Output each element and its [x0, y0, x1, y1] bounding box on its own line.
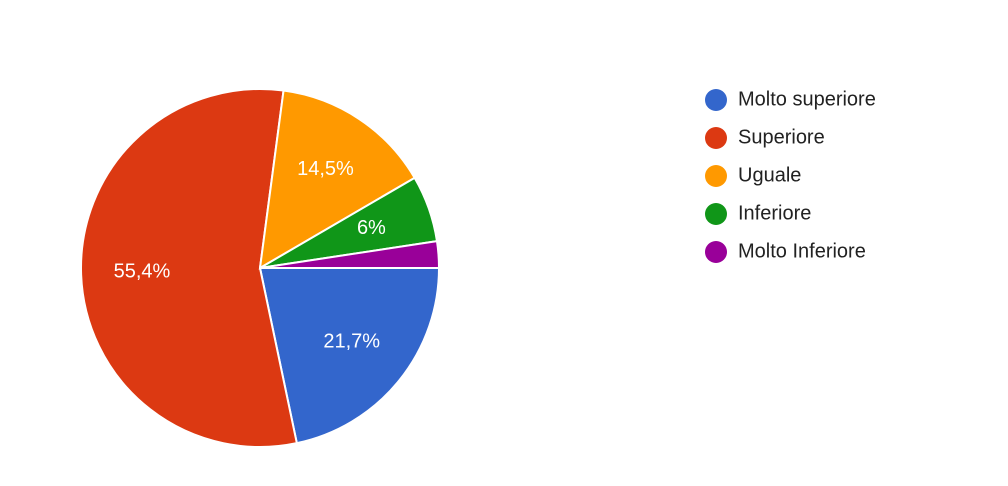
pie-slice [258, 267, 441, 445]
legend-swatch [705, 165, 727, 187]
legend-swatch [705, 127, 727, 149]
legend-label: Molto superiore [738, 88, 876, 110]
pie-slice [259, 239, 441, 269]
legend-swatch [705, 241, 727, 263]
legend-label: Molto Inferiore [738, 240, 866, 262]
slice-label: 21,7% [323, 331, 380, 353]
slice-label: 6% [357, 217, 386, 239]
legend-label: Inferiore [738, 202, 811, 224]
pie-slice [80, 88, 299, 448]
slice-label: 14,5% [297, 158, 354, 180]
pie-slice [258, 89, 417, 270]
legend-label: Superiore [738, 126, 825, 148]
legend-swatch [705, 89, 727, 111]
slice-label: 55,4% [114, 261, 171, 283]
legend-swatch [705, 203, 727, 225]
legend-label: Uguale [738, 164, 801, 186]
